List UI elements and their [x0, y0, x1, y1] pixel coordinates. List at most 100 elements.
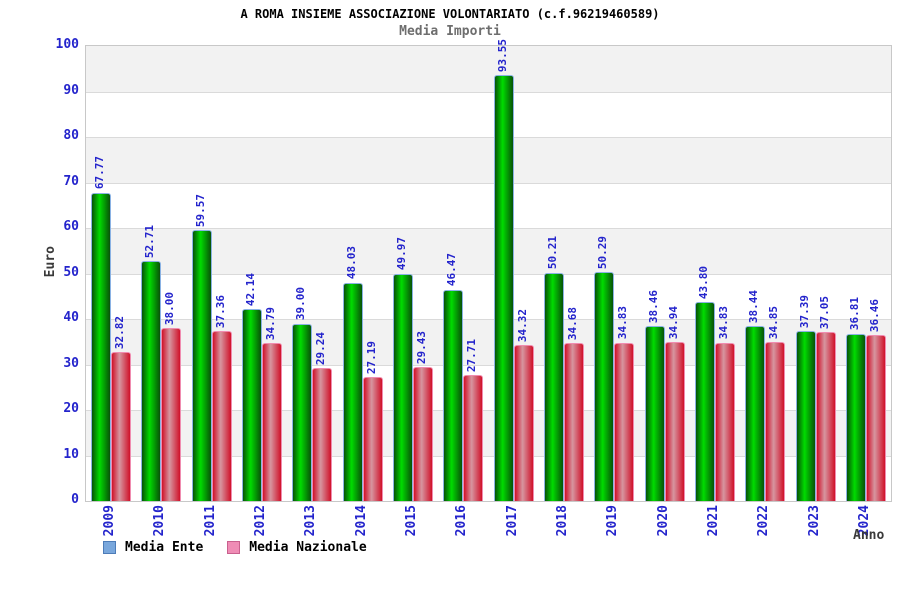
- x-tick-label-2022: 2022: [756, 505, 772, 537]
- bar-value-label: 34.83: [716, 306, 730, 340]
- plot-area: 67.77 32.82 52.71 38.00 59.57 37.36 42.14 34.79…: [85, 39, 892, 502]
- x-tick-label-2013: 2013: [303, 505, 319, 537]
- bar-media-ente-2014: [342, 282, 363, 501]
- bar-media-nazionale-2023: [815, 332, 836, 501]
- x-tick-label-2023: 2023: [806, 505, 822, 537]
- y-tick-label: 80: [63, 128, 79, 143]
- bar-value-label: 46.47: [445, 253, 459, 287]
- bar-value-label: 42.14: [244, 273, 258, 307]
- x-axis-title: Anno: [853, 528, 885, 543]
- plot-band: [86, 182, 891, 228]
- bar-media-ente-2018: [543, 272, 564, 501]
- bar-media-nazionale-2014: [362, 377, 383, 501]
- bar-value-label: 38.44: [747, 289, 761, 324]
- bar-media-nazionale-2021: [714, 342, 735, 501]
- bar-media-ente-2017: [493, 75, 514, 501]
- bar-media-ente-2023: [795, 330, 816, 501]
- bar-media-nazionale-2016: [463, 374, 484, 501]
- x-tick-label-2020: 2020: [655, 505, 671, 537]
- bar-value-label: 29.24: [314, 331, 328, 365]
- bar-value-label: 43.80: [696, 265, 710, 299]
- y-tick-label: 50: [63, 264, 79, 280]
- plot-band: [86, 273, 891, 319]
- y-tick-label: 40: [63, 310, 79, 325]
- x-tick-label-2011: 2011: [202, 505, 218, 537]
- y-tick-label: 60: [63, 219, 79, 234]
- bar-value-label: 52.71: [143, 225, 157, 259]
- legend-label-media-nazionale: Media Nazionale: [249, 540, 367, 555]
- bar-media-nazionale-2013: [312, 368, 333, 501]
- bar-value-label: 29.43: [415, 330, 429, 365]
- x-tick-label-2015: 2015: [404, 505, 420, 537]
- bar-media-nazionale-2015: [413, 367, 434, 501]
- bar-value-label: 59.57: [193, 193, 207, 227]
- plot-band: [86, 91, 891, 137]
- bar-media-ente-2009: [91, 192, 112, 501]
- bar-media-nazionale-2019: [614, 342, 635, 501]
- bar-media-ente-2024: [845, 333, 866, 501]
- bar-media-nazionale-2010: [161, 328, 182, 501]
- bar-value-label: 38.00: [163, 291, 177, 326]
- legend-label-media-ente: Media Ente: [125, 540, 204, 555]
- bar-media-ente-2011: [191, 230, 212, 501]
- bar-value-label: 34.68: [565, 307, 579, 341]
- legend-swatch-media-ente: [103, 541, 116, 554]
- gridline: [86, 410, 891, 411]
- bar-value-label: 48.03: [344, 246, 358, 280]
- bar-value-label: 34.85: [767, 306, 781, 340]
- bar-value-label: 34.83: [616, 306, 630, 340]
- x-tick-label-2012: 2012: [253, 505, 269, 537]
- chart-subtitle: Media Importi: [399, 24, 501, 39]
- bar-value-label: 50.21: [545, 236, 559, 270]
- bar-media-ente-2021: [694, 301, 715, 501]
- y-tick-label: 30: [63, 355, 79, 371]
- bar-value-label: 27.19: [364, 341, 378, 375]
- bar-value-label: 39.00: [294, 287, 308, 321]
- x-tick-label-2017: 2017: [504, 505, 520, 537]
- gridline: [86, 319, 891, 320]
- gridline: [86, 91, 891, 93]
- y-tick-label: 20: [63, 401, 79, 416]
- y-tick-label: 0: [71, 492, 79, 507]
- bar-media-nazionale-2009: [111, 351, 132, 501]
- gridline: [86, 182, 891, 184]
- bar-media-ente-2015: [393, 273, 414, 501]
- x-tick-label-2019: 2019: [605, 505, 621, 537]
- legend-item-media-ente: Media Ente: [103, 540, 203, 555]
- bar-value-label: 38.46: [646, 289, 660, 323]
- bar-media-ente-2020: [644, 326, 665, 501]
- bar-media-ente-2010: [141, 261, 162, 501]
- bar-value-label: 37.05: [817, 296, 831, 330]
- y-tick-label: 10: [63, 446, 79, 462]
- bar-media-ente-2013: [292, 323, 313, 501]
- bar-value-label: 32.82: [113, 315, 127, 349]
- bar-media-nazionale-2018: [563, 343, 584, 501]
- bar-value-label: 93.55: [495, 39, 509, 73]
- bar-media-nazionale-2024: [865, 335, 886, 501]
- gridline: [86, 137, 891, 138]
- y-tick-label: 100: [55, 37, 79, 52]
- x-tick-label-2014: 2014: [353, 505, 369, 537]
- bar-media-nazionale-2017: [513, 344, 534, 501]
- x-tick-label-2016: 2016: [454, 505, 470, 537]
- legend-swatch-media-nazionale: [227, 541, 241, 554]
- bar-value-label: 34.79: [264, 306, 278, 340]
- gridline: [86, 273, 891, 275]
- legend: Media Ente Media Nazionale: [103, 540, 391, 555]
- x-tick-label-2021: 2021: [705, 505, 721, 537]
- bar-value-label: 50.29: [596, 236, 610, 270]
- gridline: [86, 455, 891, 457]
- chart-title: A ROMA INSIEME ASSOCIAZIONE VOLONTARIATO…: [240, 7, 660, 21]
- x-tick-label-2018: 2018: [554, 505, 570, 537]
- bar-value-label: 67.77: [93, 156, 107, 190]
- bar-value-label: 34.32: [515, 308, 529, 342]
- x-tick-label-2010: 2010: [152, 505, 168, 537]
- bar-media-nazionale-2011: [211, 331, 232, 501]
- bar-value-label: 36.81: [847, 297, 861, 331]
- bar-media-ente-2019: [594, 272, 615, 501]
- bar-media-nazionale-2020: [664, 342, 685, 501]
- y-tick-label: 70: [63, 173, 79, 189]
- y-tick-label: 90: [63, 82, 79, 98]
- gridline: [86, 364, 891, 366]
